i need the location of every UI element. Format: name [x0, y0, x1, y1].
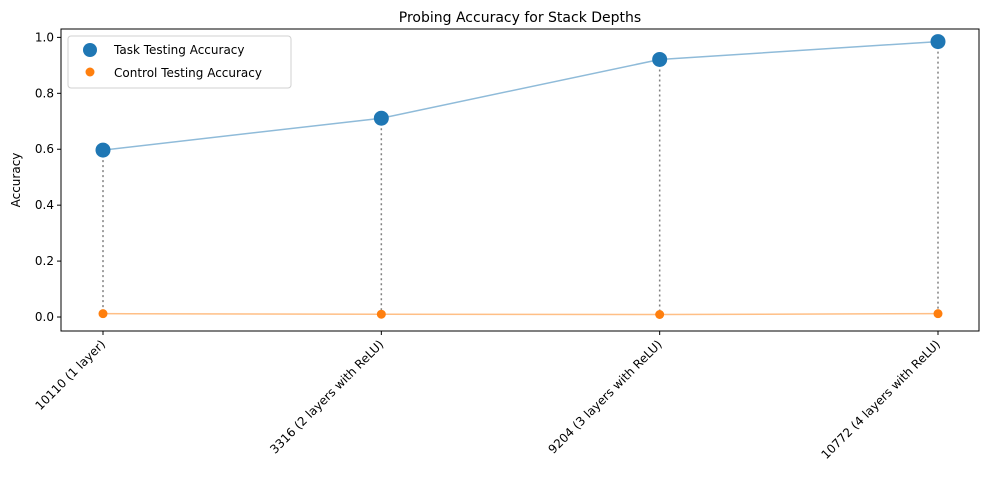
control-accuracy-point [376, 309, 386, 319]
series-points [95, 34, 946, 320]
control-accuracy-point [655, 310, 665, 320]
y-tick-label: 0.8 [35, 86, 54, 100]
y-axis-label: Accuracy [9, 153, 23, 208]
y-tick-label: 0.6 [35, 142, 54, 156]
legend-box [67, 35, 292, 89]
task-accuracy-point [95, 142, 111, 158]
y-axis: 0.0 0.2 0.4 0.6 0.8 1.0 [35, 30, 61, 324]
task-accuracy-point [373, 110, 389, 126]
legend-label-task: Task Testing Accuracy [113, 43, 245, 57]
y-tick-label: 1.0 [35, 30, 54, 44]
y-tick-label: 0.2 [35, 254, 54, 268]
x-tick-label: 3316 (2 layers with ReLU) [267, 337, 386, 456]
y-tick-label: 0.0 [35, 310, 54, 324]
control-accuracy-point [933, 309, 943, 319]
chart-title: Probing Accuracy for Stack Depths [399, 10, 641, 26]
control-accuracy-line [102, 312, 939, 316]
connector-lines [102, 41, 939, 315]
task-accuracy-line [102, 40, 939, 151]
control-accuracy-point [98, 309, 108, 319]
task-accuracy-point [930, 34, 946, 50]
legend-label-control: Control Testing Accuracy [114, 66, 262, 80]
x-tick-label: 9204 (3 layers with ReLU) [546, 337, 665, 456]
y-tick-label: 0.4 [35, 198, 54, 212]
legend: Task Testing Accuracy Control Testing Ac… [67, 35, 292, 89]
task-accuracy-point [652, 51, 668, 67]
x-axis: 10110 (1 layer) 3316 (2 layers with ReLU)… [33, 331, 943, 462]
legend-marker-task [83, 43, 97, 57]
x-tick-label: 10110 (1 layer) [33, 337, 109, 413]
legend-marker-control [85, 67, 95, 77]
series-lines [102, 40, 939, 316]
x-tick-label: 10772 (4 layers with ReLU) [818, 337, 943, 462]
